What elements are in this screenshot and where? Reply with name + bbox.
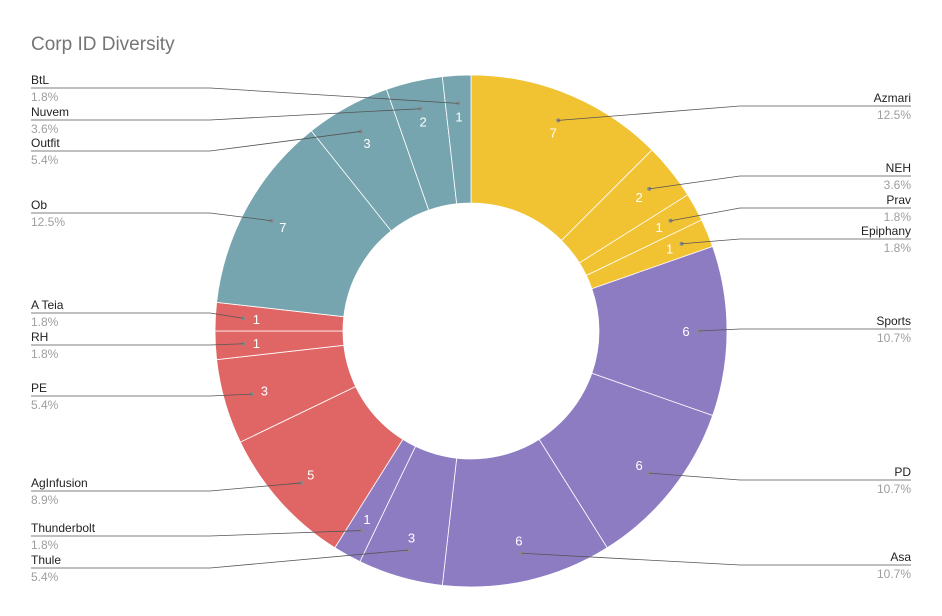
percent-pd: 10.7%	[877, 482, 911, 496]
slice-value-neh: 2	[635, 190, 642, 205]
slice-btl	[441, 74, 472, 205]
slice-value-azmari: 7	[550, 125, 557, 140]
chart-title: Corp ID Diversity	[31, 34, 175, 55]
percent-asa: 10.7%	[877, 567, 911, 581]
percent-thunderbolt: 1.8%	[31, 538, 59, 552]
label-pe: PE	[31, 381, 47, 395]
leader-line-pd	[649, 472, 911, 481]
leader-line-neh	[649, 175, 911, 190]
label-asa: Asa	[890, 550, 911, 564]
slice-value-prav: 1	[656, 220, 663, 235]
slice-value-pd: 6	[635, 458, 642, 473]
leader-line-pe	[31, 393, 252, 397]
slice-value-rh: 1	[253, 336, 260, 351]
label-btl: BtL	[31, 73, 49, 87]
percent-ob: 12.5%	[31, 215, 65, 229]
label-epiphany: Epiphany	[861, 224, 911, 238]
leader-line-rh	[31, 343, 244, 346]
slice-value-aginfusion: 5	[307, 467, 314, 482]
percent-outfit: 5.4%	[31, 153, 59, 167]
slice-ob	[216, 130, 392, 318]
leader-line-aginfusion	[31, 482, 302, 492]
percent-a-teia: 1.8%	[31, 315, 59, 329]
leader-line-asa	[521, 552, 911, 566]
percent-pe: 5.4%	[31, 398, 59, 412]
slice-value-asa: 6	[515, 534, 522, 549]
label-thunderbolt: Thunderbolt	[31, 521, 96, 535]
slice-value-outfit: 3	[363, 136, 370, 151]
slice-value-ob: 7	[279, 220, 286, 235]
leader-line-btl	[31, 87, 459, 104]
slice-value-a-teia: 1	[253, 312, 260, 327]
percent-rh: 1.8%	[31, 347, 59, 361]
percent-sports: 10.7%	[877, 331, 911, 345]
slice-value-btl: 1	[455, 109, 462, 124]
outer-labels-group: Azmari12.5%NEH3.6%Prav1.8%Epiphany1.8%Sp…	[31, 73, 911, 584]
percent-aginfusion: 8.9%	[31, 493, 59, 507]
label-pd: PD	[894, 465, 911, 479]
label-aginfusion: AgInfusion	[31, 476, 88, 490]
percent-nuvem: 3.6%	[31, 122, 59, 136]
percent-neh: 3.6%	[884, 178, 912, 192]
label-prav: Prav	[886, 193, 911, 207]
label-rh: RH	[31, 330, 48, 344]
leader-line-a-teia	[31, 312, 244, 319]
slices-group	[214, 74, 728, 588]
leader-line-outfit	[31, 131, 361, 152]
label-neh: NEH	[886, 161, 911, 175]
slice-value-thule: 3	[408, 531, 415, 546]
percent-thule: 5.4%	[31, 570, 59, 584]
leader-line-epiphany	[681, 238, 911, 245]
slice-value-pe: 3	[261, 384, 268, 399]
label-nuvem: Nuvem	[31, 105, 69, 119]
slice-value-sports: 6	[682, 324, 689, 339]
leader-line-thule	[31, 549, 408, 569]
leader-line-nuvem	[31, 108, 421, 121]
percent-azmari: 12.5%	[877, 108, 911, 122]
slice-value-thunderbolt: 1	[363, 512, 370, 527]
label-sports: Sports	[876, 314, 911, 328]
leader-line-azmari	[558, 105, 911, 121]
leader-line-prav	[670, 207, 911, 222]
slice-value-nuvem: 2	[420, 114, 427, 129]
percent-prav: 1.8%	[884, 210, 912, 224]
label-ob: Ob	[31, 198, 47, 212]
label-a-teia: A Teia	[31, 298, 64, 312]
leader-lines-group	[31, 87, 911, 569]
leader-line-thunderbolt	[31, 530, 361, 537]
leader-line-ob	[31, 212, 272, 222]
label-azmari: Azmari	[874, 91, 911, 105]
label-thule: Thule	[31, 553, 61, 567]
leader-line-sports	[698, 328, 911, 332]
label-outfit: Outfit	[31, 136, 60, 150]
percent-btl: 1.8%	[31, 90, 59, 104]
percent-epiphany: 1.8%	[884, 241, 912, 255]
slice-value-epiphany: 1	[666, 242, 673, 257]
